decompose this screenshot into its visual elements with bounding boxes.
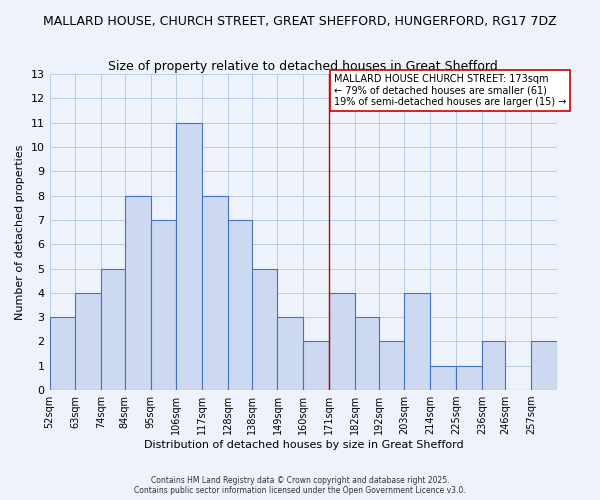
Bar — [430, 366, 456, 390]
Bar — [404, 293, 430, 390]
Y-axis label: Number of detached properties: Number of detached properties — [15, 144, 25, 320]
Bar — [76, 293, 101, 390]
Bar — [125, 196, 151, 390]
Bar — [329, 293, 355, 390]
Bar — [151, 220, 176, 390]
Bar — [50, 317, 76, 390]
Bar — [304, 342, 329, 390]
Text: Contains HM Land Registry data © Crown copyright and database right 2025.
Contai: Contains HM Land Registry data © Crown c… — [134, 476, 466, 495]
Title: Size of property relative to detached houses in Great Shefford: Size of property relative to detached ho… — [109, 60, 498, 73]
Text: MALLARD HOUSE, CHURCH STREET, GREAT SHEFFORD, HUNGERFORD, RG17 7DZ: MALLARD HOUSE, CHURCH STREET, GREAT SHEF… — [43, 15, 557, 28]
Bar — [379, 342, 404, 390]
Text: MALLARD HOUSE CHURCH STREET: 173sqm
← 79% of detached houses are smaller (61)
19: MALLARD HOUSE CHURCH STREET: 173sqm ← 79… — [334, 74, 566, 108]
Bar — [456, 366, 482, 390]
X-axis label: Distribution of detached houses by size in Great Shefford: Distribution of detached houses by size … — [143, 440, 463, 450]
Bar — [482, 342, 505, 390]
Bar — [277, 317, 304, 390]
Bar — [101, 268, 125, 390]
Bar — [355, 317, 379, 390]
Bar — [531, 342, 557, 390]
Bar — [228, 220, 251, 390]
Bar — [251, 268, 277, 390]
Bar — [176, 123, 202, 390]
Bar — [202, 196, 228, 390]
